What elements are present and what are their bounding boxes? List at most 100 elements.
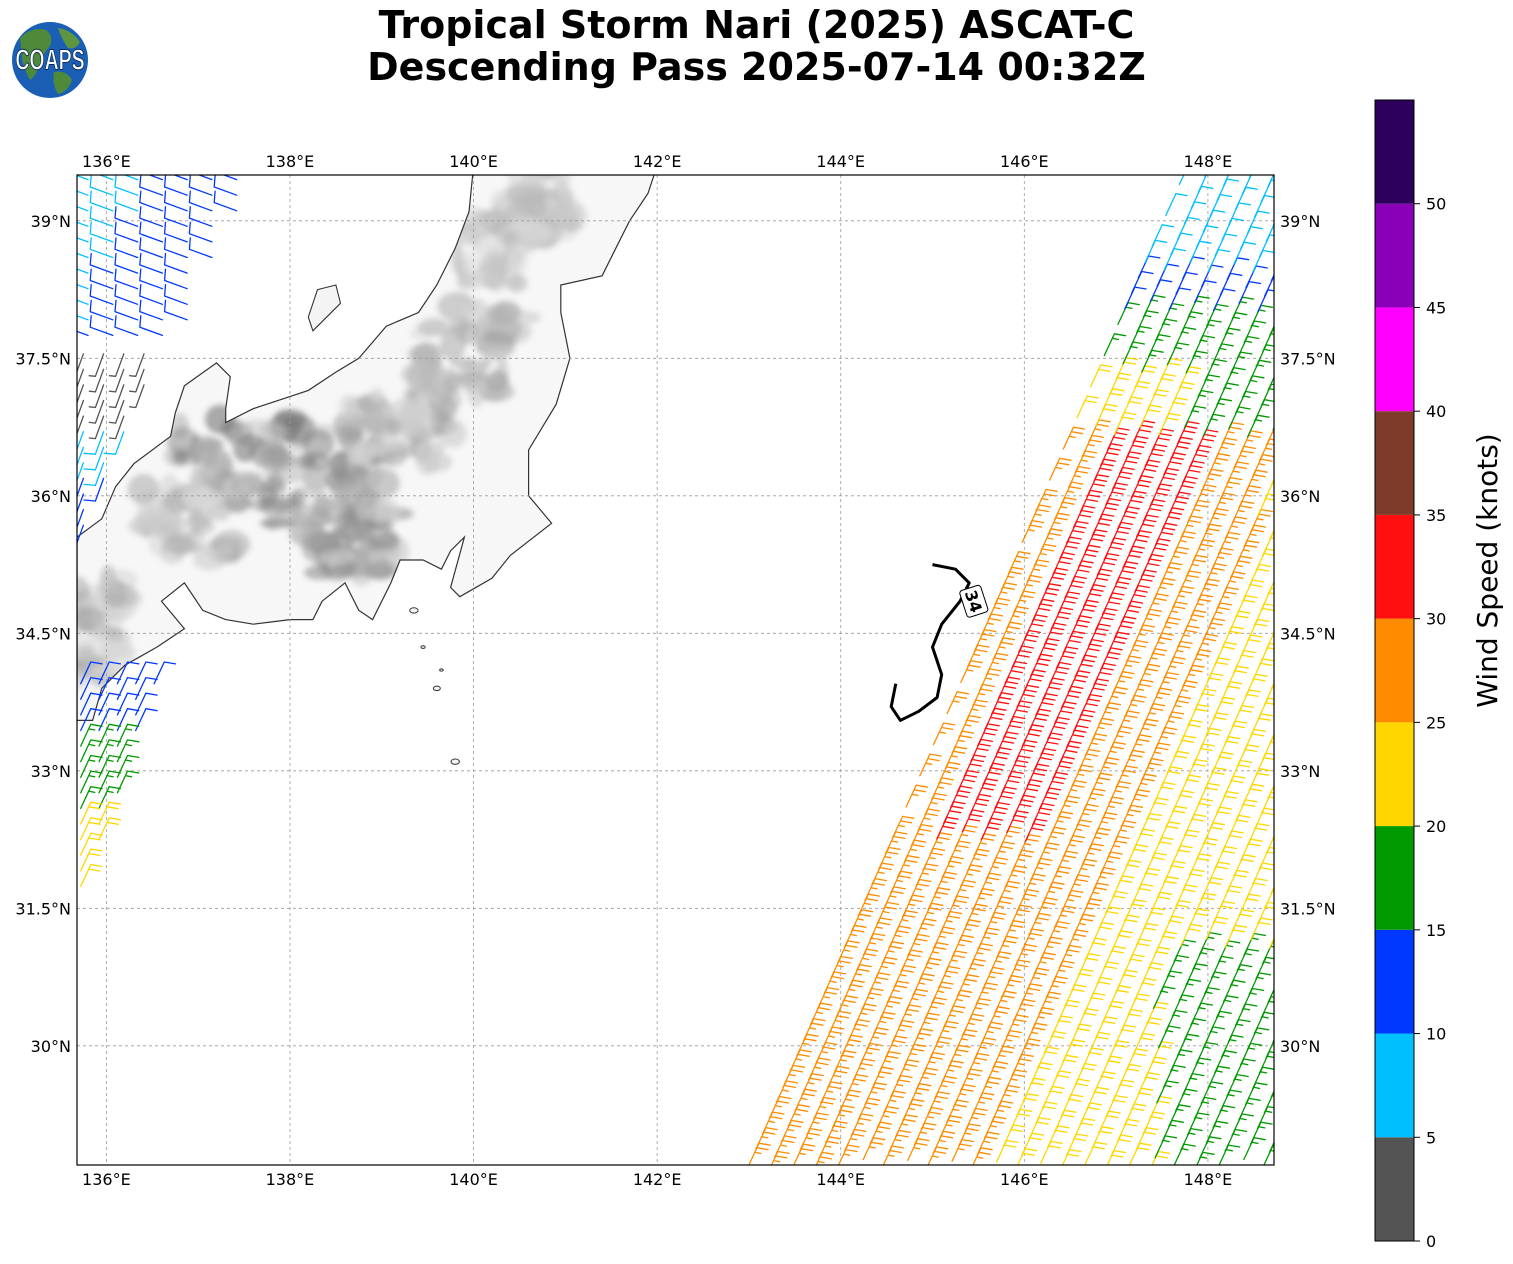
wind-barb xyxy=(1106,835,1130,859)
wind-barb xyxy=(1267,376,1274,391)
wind-barb xyxy=(1057,591,1081,615)
wind-barb xyxy=(995,731,1019,755)
colorbar-segment xyxy=(1375,514,1414,619)
wind-barb xyxy=(1180,515,1204,539)
wind-barb xyxy=(108,415,125,440)
wind-barb xyxy=(88,384,105,409)
wind-barb xyxy=(1231,500,1255,524)
wind-barb xyxy=(1240,430,1263,454)
wind-barb xyxy=(990,692,1014,716)
wind-barb xyxy=(1272,834,1274,839)
wind-barb xyxy=(1127,584,1151,609)
wind-barb xyxy=(968,793,992,817)
wind-barb xyxy=(799,1127,823,1151)
lon-tick-top: 144°E xyxy=(816,152,865,171)
wind-barb xyxy=(116,723,140,747)
wind-barb xyxy=(927,1146,949,1165)
wind-barb xyxy=(1099,851,1123,875)
wind-barb xyxy=(941,855,964,880)
wind-barb xyxy=(129,368,145,393)
wind-barb xyxy=(1129,734,1152,758)
wind-barb xyxy=(1175,680,1198,704)
wind-barb xyxy=(966,644,990,668)
wind-barb xyxy=(1147,538,1171,562)
wind-barb xyxy=(1165,193,1188,217)
wind-barb xyxy=(89,190,114,212)
wind-barb xyxy=(1280,801,1301,823)
wind-barb xyxy=(135,708,158,732)
wind-barb xyxy=(1033,747,1057,771)
wind-barb xyxy=(965,1107,988,1131)
wind-barb xyxy=(961,809,985,833)
wind-barb xyxy=(968,997,992,1021)
wind-barb xyxy=(982,966,1005,990)
wind-barb xyxy=(973,833,997,857)
wind-barb xyxy=(989,951,1012,975)
wind-barb xyxy=(135,676,158,700)
wind-barb xyxy=(163,221,188,243)
wind-barb xyxy=(114,206,139,227)
wind-barb xyxy=(1282,542,1303,564)
wind-barb xyxy=(939,1115,963,1139)
title-line-2: Descending Pass 2025-07-14 00:32Z xyxy=(367,45,1146,89)
wind-barb xyxy=(1074,654,1098,678)
wind-barb xyxy=(990,896,1014,920)
wind-barb xyxy=(80,770,103,794)
wind-barb xyxy=(1040,732,1063,756)
wind-barb xyxy=(77,524,85,545)
wind-barb xyxy=(1047,920,1070,945)
wind-barb xyxy=(796,1033,819,1057)
wind-barb xyxy=(1209,602,1233,626)
wind-barb xyxy=(139,268,164,290)
wind-barb xyxy=(922,1051,946,1075)
wind-barb xyxy=(116,661,140,685)
wind-barb xyxy=(1100,647,1123,671)
wind-barb xyxy=(89,221,114,243)
wind-barb xyxy=(959,1068,983,1092)
wind-barb xyxy=(972,1147,993,1165)
wind-barb xyxy=(1041,881,1065,905)
colorbar-label: Wind Speed (knots) xyxy=(1471,433,1504,707)
logo-land-icon xyxy=(20,28,80,94)
wind-barb xyxy=(139,315,164,337)
wind-barb xyxy=(114,315,139,337)
colorbar-segment xyxy=(1375,411,1414,515)
wind-barb xyxy=(80,708,103,732)
wind-barb xyxy=(1270,681,1274,690)
wind-barb xyxy=(1059,740,1082,764)
wind-barb xyxy=(163,206,188,227)
wind-barb xyxy=(890,870,913,894)
wind-barb xyxy=(1137,459,1161,483)
wind-barb xyxy=(116,770,140,794)
wind-barb xyxy=(982,762,1005,786)
wind-barb xyxy=(98,801,122,825)
wind-barb xyxy=(999,1029,1022,1054)
wind-barb xyxy=(963,958,987,982)
wind-barb xyxy=(973,1037,997,1061)
wind-barb xyxy=(1221,421,1245,446)
small-island-4 xyxy=(439,668,444,672)
wind-barb xyxy=(1233,445,1256,469)
contour-line xyxy=(889,563,971,722)
wind-barb xyxy=(80,692,103,716)
wind-barb xyxy=(98,708,122,732)
wind-barb xyxy=(942,1005,966,1029)
wind-barb xyxy=(1028,504,1052,528)
wind-barb xyxy=(881,941,905,965)
wind-barb xyxy=(1277,298,1298,320)
wind-barb xyxy=(1055,850,1079,874)
wind-barb xyxy=(1031,1007,1055,1031)
wind-barb xyxy=(872,1011,896,1035)
wind-barb xyxy=(985,1061,1009,1085)
wind-barb xyxy=(903,839,927,863)
lon-tick-top: 136°E xyxy=(82,152,131,171)
colorbar-tick-label: 25 xyxy=(1426,713,1446,732)
wind-barb xyxy=(869,1121,893,1145)
wind-barb xyxy=(1014,943,1038,967)
wind-barb xyxy=(77,221,89,227)
wind-barb xyxy=(1031,598,1055,622)
wind-barb xyxy=(1048,457,1072,481)
colorbar-segment xyxy=(1375,929,1414,1034)
wind-barb xyxy=(80,676,103,700)
